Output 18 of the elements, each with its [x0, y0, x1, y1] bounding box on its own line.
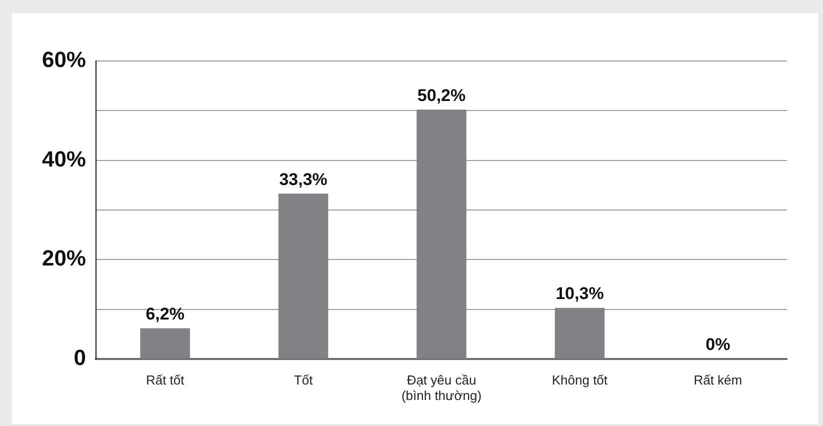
data-label: 0% [706, 335, 730, 354]
x-tick-label: Rất tốt [146, 372, 185, 388]
data-label: 33,3% [279, 170, 328, 189]
y-tick-label: 20% [42, 246, 86, 271]
y-tick-label: 40% [42, 146, 86, 172]
data-label: 6,2% [146, 304, 184, 324]
data-label: 10,3% [556, 284, 604, 304]
bar [416, 110, 466, 358]
x-tick-label: Đạt yêu cầu (bình thường) [401, 372, 482, 403]
x-tick-label: Rất kém [694, 372, 742, 388]
x-tick-label: Tốt [294, 372, 314, 388]
data-label: 50,2% [417, 86, 466, 105]
x-tick-label: Không tốt [552, 372, 608, 388]
bar [554, 308, 605, 358]
bar [140, 328, 190, 358]
y-tick-label: 0 [74, 345, 86, 370]
y-tick-label: 60% [42, 47, 86, 72]
bar [278, 194, 328, 358]
